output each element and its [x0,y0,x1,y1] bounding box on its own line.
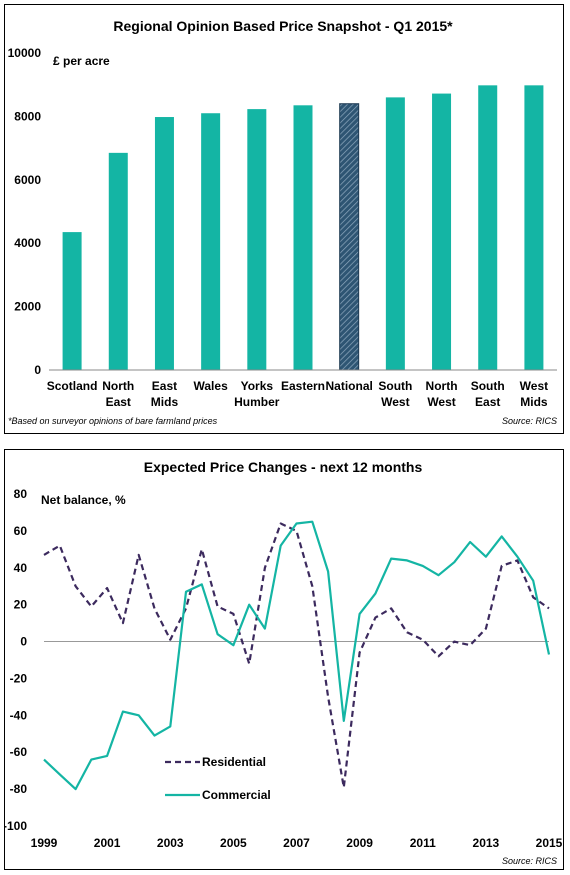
y-tick-label: 8000 [14,109,41,123]
expected-price-changes-panel: Expected Price Changes - next 12 months … [4,449,564,870]
x-tick-label: 2001 [94,836,121,850]
y-tick-label: -100 [5,819,27,833]
x-tick-label: 2007 [283,836,310,850]
category-label: South [378,379,412,393]
category-label: West [520,379,548,393]
category-label: North [102,379,134,393]
bar [385,97,405,370]
legend-label: Residential [202,755,266,769]
x-tick-label: 2005 [220,836,247,850]
y-tick-label: 40 [14,561,28,575]
bar [432,93,452,371]
series-line-residential [43,522,550,789]
chart-title: Regional Opinion Based Price Snapshot - … [113,18,453,34]
price-snapshot-chart: Regional Opinion Based Price Snapshot - … [8,18,557,426]
x-tick-label: 1999 [31,836,58,850]
bar [247,109,267,370]
bar [154,117,174,370]
y-tick-label: -80 [10,782,28,796]
category-label: Mids [520,395,548,409]
bar [524,85,544,371]
y-tick-label: 60 [14,524,28,538]
y-tick-label: 0 [20,635,27,649]
price-snapshot-panel: Regional Opinion Based Price Snapshot - … [4,4,564,434]
category-label: Eastern [281,379,325,393]
category-label: East [152,379,177,393]
category-label: South [471,379,505,393]
x-tick-label: 2009 [346,836,373,850]
footnote: *Based on surveyor opinions of bare farm… [8,416,218,426]
y-axis-unit-label: £ per acre [53,54,110,68]
category-label: East [106,395,131,409]
category-label: Yorks [241,379,274,393]
category-label: West [381,395,409,409]
expected-price-changes-chart: Expected Price Changes - next 12 months … [5,459,562,866]
x-tick-label: 2003 [157,836,184,850]
chart-title: Expected Price Changes - next 12 months [144,459,423,475]
y-tick-label: 6000 [14,173,41,187]
y-tick-label: -40 [10,708,28,722]
y-tick-label: 10000 [8,46,42,60]
x-tick-label: 2015 [536,836,562,850]
category-label: Wales [194,379,229,393]
y-tick-label: -20 [10,671,28,685]
category-label: Scotland [47,379,98,393]
x-tick-label: 2011 [410,836,436,850]
bar-national [339,103,360,371]
category-label: North [426,379,458,393]
bar [62,232,82,370]
source-note: Source: RICS [502,416,557,426]
source-note: Source: RICS [502,856,557,866]
bar [108,152,128,370]
category-label: Mids [151,395,179,409]
bar [201,113,221,370]
y-tick-label: 4000 [14,236,41,250]
bar [478,85,498,371]
y-axis-unit-label: Net balance, % [41,493,126,507]
bar [293,105,313,371]
category-label: East [475,395,500,409]
y-tick-label: -60 [10,745,28,759]
category-label: National [326,379,373,393]
y-tick-label: 0 [34,363,41,377]
y-tick-label: 80 [14,487,28,501]
y-tick-label: 20 [14,598,28,612]
series-line-commercial [43,520,551,791]
legend-label: Commercial [202,788,271,802]
category-label: Humber [234,395,280,409]
x-tick-label: 2013 [473,836,500,850]
y-tick-label: 2000 [14,300,41,314]
category-label: West [427,395,455,409]
